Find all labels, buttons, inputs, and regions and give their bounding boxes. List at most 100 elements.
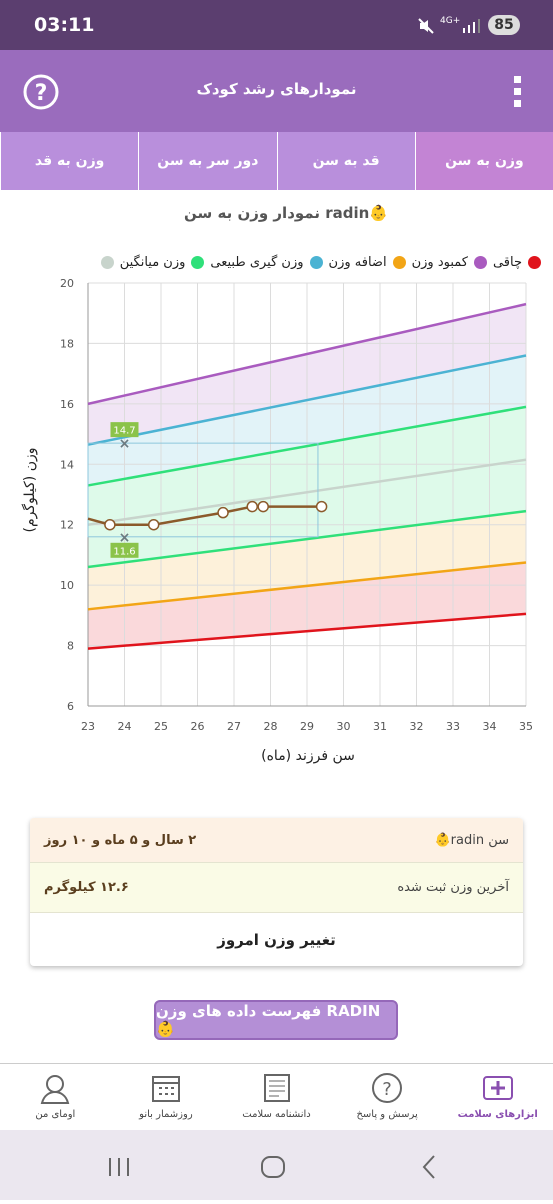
marker-label: 11.6 [113, 546, 135, 557]
x-tick-label: 33 [446, 720, 460, 733]
info-label: سن radin👶 [434, 832, 509, 848]
legend-dot [528, 255, 541, 269]
reference-line [87, 509, 527, 569]
info-value: ۱۲.۶ کیلوگرم [44, 880, 129, 895]
cross-marker: × [119, 530, 131, 546]
help-button[interactable]: ? [22, 73, 60, 111]
status-bar: 03:11 4G+ 85 [0, 0, 553, 50]
change-weight-button[interactable]: تغییر وزن امروز [30, 912, 523, 966]
legend-dot [191, 255, 205, 269]
chart: نمودار وزن به سن radin👶 سن فرزند (ماه) و… [21, 204, 533, 764]
x-tick-label: 29 [300, 720, 314, 733]
system-nav-bar [0, 1130, 553, 1200]
x-tick-label: 24 [118, 720, 132, 733]
y-tick-label: 12 [60, 519, 74, 532]
y-tick-label: 18 [60, 337, 74, 350]
nav-icon [482, 1076, 513, 1100]
nav-item[interactable]: ? پرسش و پاسخ [332, 1064, 443, 1130]
reference-line [87, 561, 527, 611]
time: 03:11 [34, 14, 95, 36]
legend-label: اضافه وزن [328, 254, 387, 270]
nav-item[interactable]: دانشنامه سلامت [221, 1064, 332, 1130]
x-tick-label: 27 [227, 720, 241, 733]
reference-line [87, 302, 527, 406]
legend-label: چاقی [492, 254, 522, 270]
data-point [257, 500, 269, 513]
tab[interactable]: وزن به سن [414, 132, 553, 190]
chart-title: نمودار وزن به سن radin👶 [184, 204, 388, 222]
info-card: سن radin👶 ۲ سال و ۵ ماه و ۱۰ روز آخرین وز… [30, 818, 523, 966]
tab-bar: وزن به سن قد به سن دور سر به سن وزن به قد [0, 132, 553, 190]
data-point [217, 506, 229, 519]
reference-line [87, 612, 527, 650]
x-tick-label: 28 [264, 720, 278, 733]
legend-dot [309, 255, 323, 269]
mute-icon [418, 18, 434, 34]
reference-line [87, 354, 527, 446]
y-tick-label: 6 [67, 700, 74, 713]
nav-item[interactable]: اومای من [0, 1064, 111, 1130]
legend-dot [473, 255, 487, 269]
nav-icon [151, 1076, 180, 1102]
nav-label: روزشمار بانو [139, 1109, 193, 1120]
weight-list-button[interactable]: فهرست داده های وزن RADIN👶 [154, 1000, 398, 1040]
x-tick-label: 26 [191, 720, 205, 733]
y-tick-label: 14 [60, 458, 74, 471]
legend-label: کمبود وزن [411, 254, 468, 270]
y-axis-label: وزن (کیلوگرم) [21, 448, 38, 533]
info-row: سن radin👶 ۲ سال و ۵ ماه و ۱۰ روز [30, 818, 523, 862]
app-title: نمودارهای رشد کودک [196, 80, 357, 98]
data-point [315, 500, 328, 513]
marker-label-box [110, 542, 139, 558]
nav-label: دانشنامه سلامت [242, 1109, 311, 1120]
tab[interactable]: دور سر به سن [138, 132, 276, 190]
x-axis-label: سن فرزند (ماه) [261, 748, 355, 764]
x-tick-label: 30 [337, 720, 351, 733]
info-label: آخرین وزن ثبت شده [397, 880, 509, 895]
legend: چاقی کمبود وزن اضافه وزن وزن گیری طبیعی وزن … [0, 250, 553, 274]
app-bar: ? نمودارهای رشد کودک [0, 50, 553, 132]
nav-label: پرسش و پاسخ [356, 1109, 418, 1120]
x-tick-label: 34 [483, 720, 497, 733]
x-tick-label: 23 [81, 720, 95, 733]
marker-label: 14.7 [113, 426, 135, 437]
svg-text:?: ? [35, 81, 48, 106]
network: 4G+ [440, 16, 461, 26]
nav-item[interactable]: ابزارهای سلامت [442, 1064, 553, 1130]
nav-label: اومای من [35, 1109, 76, 1120]
range-box [87, 442, 319, 538]
info-row: آخرین وزن ثبت شده ۱۲.۶ کیلوگرم [30, 862, 523, 912]
x-tick-label: 35 [519, 720, 533, 733]
menu-button[interactable] [512, 74, 524, 110]
x-tick-label: 32 [410, 720, 424, 733]
reference-line [87, 458, 527, 526]
nav-icon [263, 1074, 290, 1102]
data-point [147, 518, 160, 531]
nav-item[interactable]: روزشمار بانو [111, 1064, 222, 1130]
y-tick-label: 8 [67, 640, 74, 653]
data-point [104, 518, 116, 531]
x-tick-label: 25 [154, 720, 168, 733]
legend-dot [100, 255, 114, 269]
y-tick-label: 16 [60, 398, 74, 411]
data-point [246, 500, 258, 513]
nav-label: ابزارهای سلامت [457, 1109, 538, 1120]
y-tick-label: 20 [60, 277, 74, 290]
cross-marker: × [119, 436, 131, 452]
battery: 85 [488, 15, 520, 35]
info-value: ۲ سال و ۵ ماه و ۱۰ روز [44, 832, 197, 848]
y-tick-label: 10 [60, 579, 74, 592]
signal-icon [463, 19, 480, 33]
legend-label: وزن گیری طبیعی [210, 254, 304, 270]
x-tick-label: 31 [373, 720, 387, 733]
tab[interactable]: قد به سن [276, 132, 415, 190]
system-buttons [109, 1155, 435, 1179]
legend-dot [392, 255, 406, 269]
legend-label: وزن میانگین [119, 254, 186, 270]
reference-line [87, 405, 527, 487]
tab[interactable]: وزن به قد [0, 132, 138, 190]
svg-text:?: ? [382, 1079, 392, 1100]
nav-icon [41, 1075, 70, 1104]
